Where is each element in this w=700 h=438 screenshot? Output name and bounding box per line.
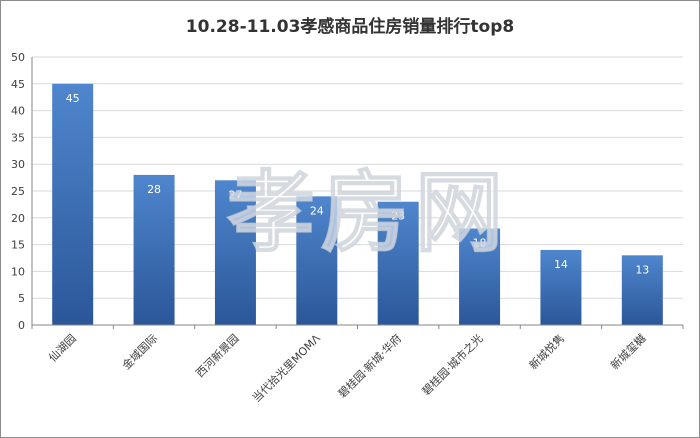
bar: [214, 180, 256, 325]
y-tick-label: 40: [11, 105, 25, 118]
x-tick-label: 当代拾光里MOMΛ: [249, 331, 323, 405]
data-label: 18: [473, 237, 487, 250]
gridlines: [32, 56, 683, 299]
bar: [540, 249, 582, 325]
x-tick-label: 仙湖园: [46, 332, 79, 365]
y-tick-label: 25: [11, 185, 25, 198]
data-label: 28: [147, 183, 161, 196]
bar: [459, 228, 501, 325]
bars: 45 28 27 24 23 18 14 13: [52, 83, 663, 325]
y-tick-label: 30: [11, 158, 25, 171]
y-tick-label: 5: [18, 292, 25, 305]
x-tick-label: 金域国际: [119, 331, 160, 372]
bar: [52, 83, 94, 325]
data-label: 23: [391, 210, 405, 223]
y-tick-label: 45: [11, 78, 25, 91]
x-tick-label: 碧桂园·城市之光: [419, 331, 486, 398]
data-label: 24: [310, 204, 324, 217]
data-label: 27: [228, 188, 242, 201]
x-tick-label: 新城悦隽: [526, 331, 567, 372]
y-tick-label: 35: [11, 131, 25, 144]
chart-title: 10.28-11.03孝感商品住房销量排行top8: [185, 17, 515, 37]
y-tick-label: 20: [11, 212, 25, 225]
data-label: 13: [635, 263, 649, 276]
bar: [296, 196, 338, 325]
y-tick-label: 0: [18, 319, 25, 332]
axes: 0 5 10 15 20 25 30 35 40 45 50 仙湖园 金域国际 西河新景园 当代拾光里MOM…: [11, 51, 684, 405]
y-tick-label: 15: [11, 239, 25, 252]
x-tick-label: 西河新景园: [193, 331, 242, 380]
y-tick-label: 50: [11, 51, 25, 64]
bar: [133, 174, 175, 325]
data-label: 45: [66, 92, 80, 105]
x-tick-label: 新城玺樾: [607, 331, 648, 372]
x-tick-label: 碧桂园·新城·华府: [335, 331, 404, 400]
bar: [621, 255, 663, 325]
y-tick-label: 10: [11, 265, 25, 278]
data-label: 14: [554, 258, 568, 271]
bar: [377, 201, 419, 325]
